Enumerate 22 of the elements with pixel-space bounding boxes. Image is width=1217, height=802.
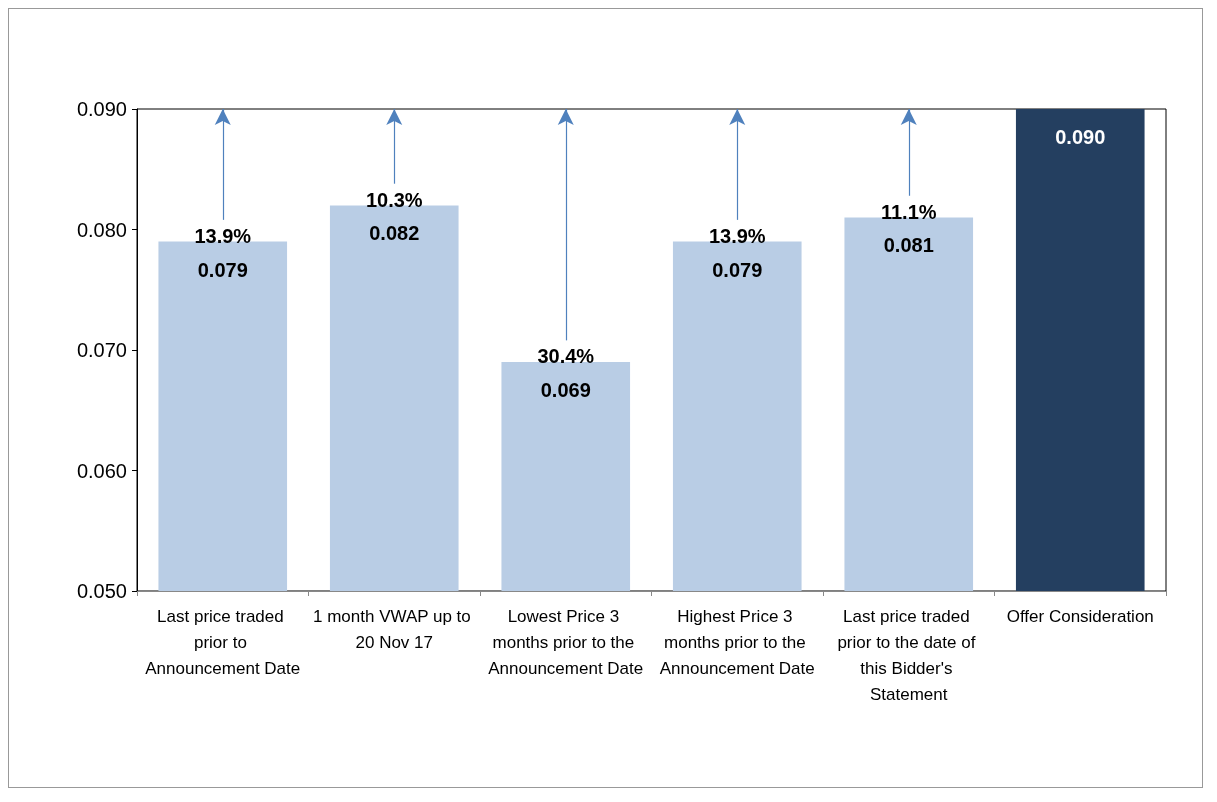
annotation: 11.1%	[880, 200, 937, 223]
y-tick-label: 0.060	[76, 459, 127, 482]
data-label: 0.082	[369, 222, 420, 245]
y-tick-label: 0.090	[76, 98, 127, 120]
x-tick-label: 1 month VWAP up to 20 Nov 17	[312, 606, 476, 652]
x-tick-label: Highest Price 3 months prior to the Announcement Date	[659, 606, 815, 678]
y-tick-label: 0.050	[76, 580, 127, 602]
data-label: 0.079	[712, 258, 763, 281]
annotation: 10.3%	[365, 188, 423, 211]
x-tick-label: Lowest Price 3 months prior to the Announcement Date	[488, 606, 644, 678]
x-tick-label: Offer Consideration	[1006, 606, 1154, 626]
x-tick-label: Last price traded prior to Announcement Date	[145, 606, 301, 678]
data-label: 0.081	[883, 234, 934, 257]
data-label: 0.079	[197, 258, 248, 281]
annotation: 13.9%	[708, 224, 766, 247]
annotation: 13.9%	[194, 224, 252, 247]
data-label: 0.090	[1055, 126, 1106, 148]
x-tick-label: Last price traded prior to the date of this Bidder's Statement	[837, 606, 981, 704]
y-tick-label: 0.070	[76, 339, 127, 361]
annotation: 30.4%	[537, 345, 595, 368]
data-label: 0.069	[540, 379, 591, 402]
y-tick-label: 0.080	[76, 218, 127, 241]
